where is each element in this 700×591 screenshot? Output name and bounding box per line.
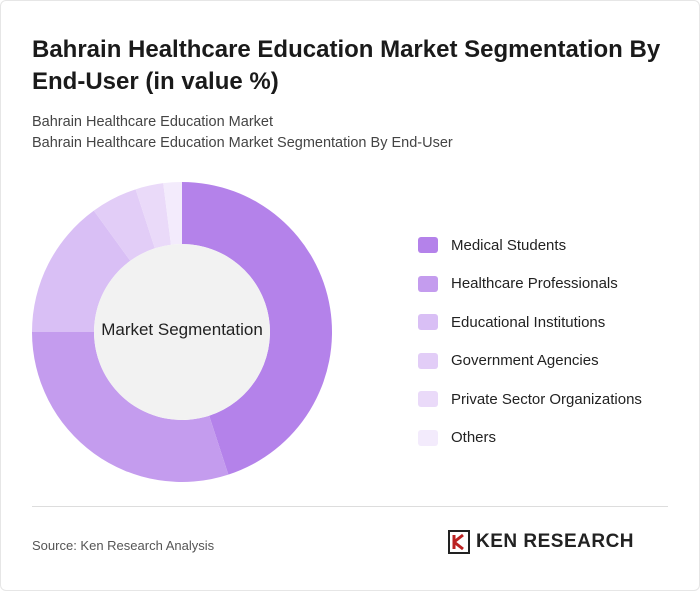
- legend-label: Others: [451, 429, 497, 447]
- donut-slice-medical-students: [182, 182, 333, 475]
- chart-subtitle-2: Bahrain Healthcare Education Market Segm…: [32, 135, 453, 151]
- legend-label: Educational Institutions: [451, 313, 606, 331]
- donut-slice-private-sector-organizations: [135, 183, 171, 249]
- legend-label: Healthcare Professionals: [451, 275, 618, 293]
- donut-chart: [32, 182, 333, 483]
- donut-slice-government-agencies: [93, 189, 155, 261]
- legend-label: Medical Students: [451, 236, 567, 254]
- legend-swatch: [418, 429, 438, 446]
- legend: Medical Students Healthcare Professionals…: [418, 226, 642, 457]
- donut-center-label: Market Segmentation: [101, 320, 263, 339]
- legend-swatch: [418, 352, 438, 369]
- chart-subtitle: Bahrain Healthcare Education Market: [32, 114, 273, 130]
- legend-item: Educational Institutions: [418, 303, 642, 342]
- ken-logo-icon: [448, 530, 470, 554]
- legend-item: Others: [418, 419, 642, 458]
- legend-item: Healthcare Professionals: [418, 265, 642, 304]
- legend-label: Private Sector Organizations: [451, 390, 642, 408]
- logo-text: KEN RESEARCH: [476, 531, 635, 552]
- donut-slice-others: [163, 182, 182, 245]
- legend-item: Private Sector Organizations: [418, 380, 642, 419]
- donut-slice-educational-institutions: [32, 210, 131, 332]
- donut-hole: [94, 244, 270, 420]
- chart-title: Bahrain Healthcare Education Market Segm…: [32, 36, 661, 95]
- legend-item: Medical Students: [418, 226, 642, 265]
- divider: [32, 506, 668, 507]
- legend-swatch: [418, 314, 438, 331]
- ken-research-logo: KEN RESEARCH: [448, 530, 634, 554]
- legend-swatch: [418, 237, 438, 254]
- donut-slice-healthcare-professionals: [32, 332, 229, 483]
- legend-swatch: [418, 275, 438, 292]
- source-note: Source: Ken Research Analysis: [32, 538, 215, 553]
- legend-swatch: [418, 391, 438, 408]
- legend-label: Government Agencies: [451, 352, 599, 370]
- legend-item: Government Agencies: [418, 342, 642, 381]
